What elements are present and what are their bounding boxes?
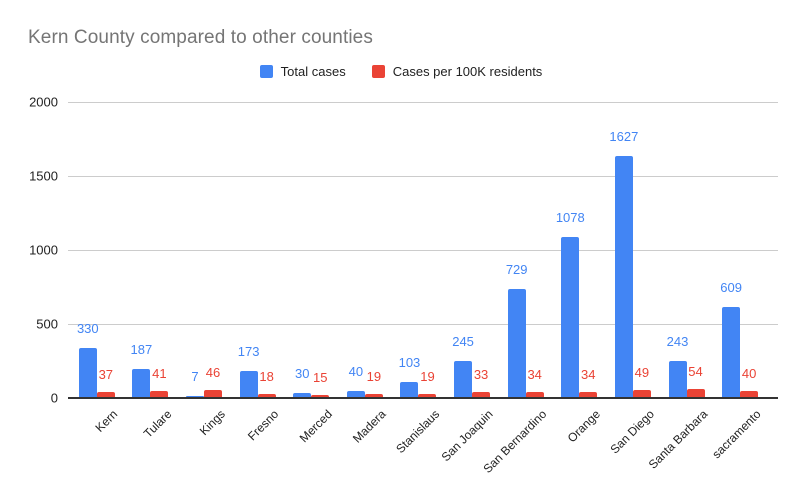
value-label-cases-per-100k: 19	[366, 369, 382, 385]
chart-title: Kern County compared to other counties	[28, 27, 373, 48]
x-axis-line	[68, 397, 778, 399]
bar-total-cases[interactable]	[132, 369, 151, 397]
bar-cases-per-100k[interactable]	[740, 391, 759, 397]
x-axis-label: Kern	[92, 407, 121, 435]
y-axis-label: 1000	[29, 242, 58, 258]
bar-cases-per-100k[interactable]	[150, 390, 169, 397]
bar-group: 1078 34 Orange	[552, 102, 606, 445]
value-label-total-cases: 103	[398, 354, 421, 370]
value-label-cases-per-100k: 37	[98, 366, 114, 382]
y-axis-label: 0	[50, 390, 58, 406]
legend: Total cases Cases per 100K residents	[0, 64, 802, 79]
value-label-total-cases: 30	[295, 365, 310, 381]
bar-total-cases[interactable]	[614, 156, 633, 397]
bar-cases-per-100k[interactable]	[579, 391, 598, 397]
value-label-cases-per-100k: 41	[152, 365, 167, 381]
bar-total-cases[interactable]	[239, 371, 258, 397]
bar-total-cases[interactable]	[400, 381, 419, 397]
x-axis-label: Orange	[564, 407, 604, 446]
gridline	[68, 324, 778, 325]
bar-group: 1627 49 San Diego	[606, 102, 660, 456]
bar-group: 30 15 Merced	[284, 102, 338, 445]
bar-cases-per-100k[interactable]	[204, 390, 223, 397]
bar-cases-per-100k[interactable]	[257, 394, 276, 397]
bar-group: 103 19 Stanislaus	[392, 102, 446, 456]
gridline	[68, 176, 778, 177]
bar-group: 330 37 Kern	[70, 102, 124, 435]
x-axis-label: Merced	[296, 407, 336, 446]
bar-group: 7 46 Kings	[177, 102, 231, 438]
gridline	[68, 250, 778, 251]
bar-groups: 330 37 Kern 187 41 Tulare 7 46 Kings 173 18 Fresno 3…	[70, 102, 767, 476]
value-label-cases-per-100k: 33	[473, 367, 489, 383]
value-label-cases-per-100k: 49	[634, 364, 650, 380]
value-label-cases-per-100k: 46	[205, 365, 221, 381]
legend-label: Total cases	[280, 64, 346, 79]
bar-total-cases[interactable]	[668, 361, 687, 397]
plot-area: 0 500 1000 1500 2000 330 37 Kern 187 41 Tulare 7 46…	[29, 95, 778, 476]
bar-cases-per-100k[interactable]	[632, 389, 651, 397]
value-label-cases-per-100k: 15	[313, 369, 328, 385]
value-label-total-cases: 173	[237, 344, 260, 360]
bar-total-cases[interactable]	[454, 360, 473, 397]
legend-label: Cases per 100K residents	[392, 64, 543, 79]
value-label-cases-per-100k: 18	[259, 369, 274, 385]
x-axis-label: Kings	[196, 407, 228, 439]
value-label-cases-per-100k: 40	[741, 366, 757, 382]
bar-cases-per-100k[interactable]	[472, 392, 491, 397]
value-label-total-cases: 40	[348, 364, 364, 380]
value-label-cases-per-100k: 19	[420, 369, 435, 385]
x-axis-label: Madera	[350, 407, 389, 446]
x-axis-label: San Diego	[607, 407, 657, 457]
legend-item-total-cases[interactable]: Total cases	[259, 64, 346, 79]
value-label-total-cases: 330	[76, 321, 99, 337]
bar-group: 243 54 Santa Barbara	[646, 102, 714, 472]
bar-total-cases[interactable]	[293, 392, 312, 397]
x-axis-label: Stanislaus	[393, 407, 443, 457]
bar-total-cases[interactable]	[722, 306, 741, 397]
bar-group: 729 34 San Bernardino	[481, 102, 553, 476]
bar-total-cases[interactable]	[346, 391, 365, 397]
value-label-total-cases: 7	[191, 368, 199, 384]
value-label-cases-per-100k: 34	[527, 366, 542, 382]
bar-group: 187 41 Tulare	[124, 102, 178, 440]
value-label-total-cases: 609	[720, 279, 742, 295]
value-label-total-cases: 1078	[555, 210, 585, 226]
bar-group: 173 18 Fresno	[231, 102, 285, 443]
legend-swatch-icon	[371, 65, 385, 78]
x-axis-label: Fresno	[245, 407, 282, 444]
bar-cases-per-100k[interactable]	[686, 389, 705, 397]
bar-cases-per-100k[interactable]	[311, 394, 330, 397]
x-axis-label: Tulare	[140, 407, 175, 441]
value-label-total-cases: 243	[666, 334, 689, 350]
y-axis-label: 1500	[29, 168, 58, 184]
bar-cases-per-100k[interactable]	[364, 394, 383, 397]
value-label-cases-per-100k: 54	[688, 364, 703, 380]
bar-total-cases[interactable]	[507, 289, 526, 397]
legend-item-cases-per-100k[interactable]: Cases per 100K residents	[371, 64, 543, 79]
x-axis-label: San Joaquin	[438, 407, 496, 465]
gridline	[68, 102, 778, 103]
x-axis-label: sacramento	[709, 407, 765, 462]
bar-cases-per-100k[interactable]	[418, 394, 437, 397]
value-label-cases-per-100k: 34	[581, 366, 596, 382]
value-label-total-cases: 729	[505, 262, 528, 278]
bar-total-cases[interactable]	[186, 395, 205, 397]
bar-group: 40 19 Madera	[338, 102, 392, 446]
value-label-total-cases: 245	[452, 333, 474, 349]
legend-swatch-icon	[259, 65, 273, 78]
value-label-total-cases: 1627	[609, 129, 639, 145]
value-label-total-cases: 187	[130, 342, 153, 358]
bar-total-cases[interactable]	[78, 348, 97, 397]
bar-group: 245 33 San Joaquin	[439, 102, 499, 464]
bar-group: 609 40 sacramento	[710, 102, 767, 461]
bar-cases-per-100k[interactable]	[96, 391, 115, 397]
y-axis-label: 500	[36, 316, 58, 332]
y-axis-label: 2000	[29, 94, 58, 110]
bar-cases-per-100k[interactable]	[525, 391, 544, 397]
bar-total-cases[interactable]	[561, 237, 580, 397]
